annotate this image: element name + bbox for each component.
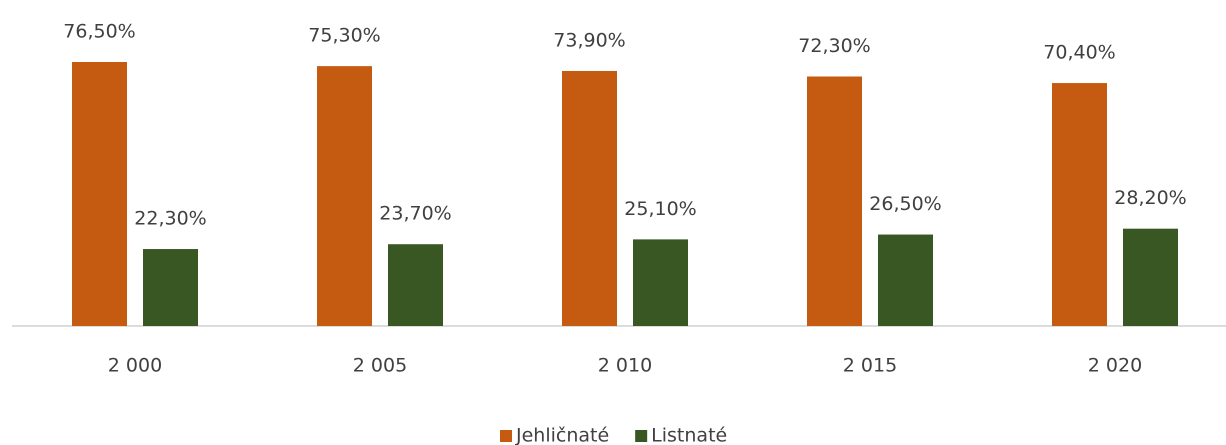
legend-label: Jehličnaté [515,425,609,445]
bar [143,249,198,326]
bar [633,239,688,326]
bar [807,76,862,327]
bar [1123,228,1178,326]
bar [1052,83,1107,326]
x-tick-label: 2 010 [598,355,652,377]
data-label: 26,50% [869,193,941,215]
data-label: 73,90% [553,29,625,51]
data-label: 76,50% [63,21,135,43]
x-tick-label: 2 000 [108,355,162,377]
bar [562,70,617,326]
legend-label: Listnaté [651,425,727,445]
data-label: 28,20% [1114,187,1186,209]
x-tick-label: 2 020 [1088,355,1142,377]
bar [317,66,372,326]
bar [388,244,443,326]
data-label: 72,30% [798,35,870,57]
bar [878,234,933,326]
data-label: 25,10% [624,198,696,220]
data-label: 23,70% [379,203,451,225]
data-label: 22,30% [134,208,206,230]
legend-swatch [500,430,512,442]
data-label: 70,40% [1043,42,1115,64]
legend-swatch [635,430,648,442]
data-label: 75,30% [308,25,380,47]
bar [72,62,127,326]
x-tick-label: 2 015 [843,355,897,377]
x-tick-label: 2 005 [353,355,407,377]
